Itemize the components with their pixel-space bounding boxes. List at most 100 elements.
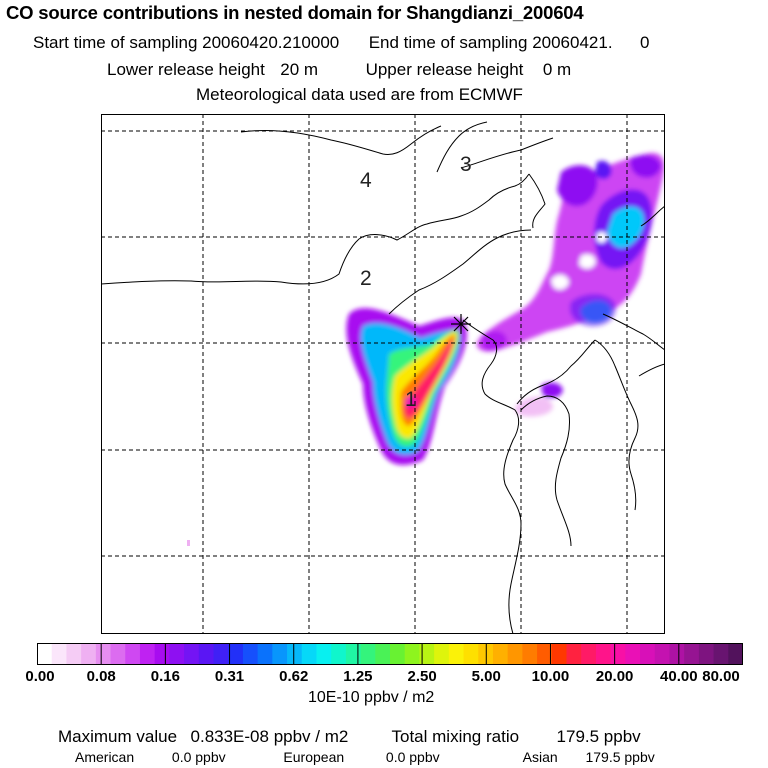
colorbar-tick-label: 1.25 [343, 668, 373, 685]
asian-label: Asian [522, 749, 558, 765]
colorbar-tick-label: 80.00 [702, 668, 740, 685]
colorbar-swatch [125, 643, 141, 665]
colorbar-swatch [610, 643, 626, 665]
upper-release-value: 0 m [542, 60, 572, 79]
total-mixing-value: 179.5 ppbv [556, 727, 641, 746]
summary-line: Maximum value 0.833E-08 ppbv / m2 Total … [58, 727, 641, 747]
colorbar-swatch [331, 643, 347, 665]
max-value-label: Maximum value [58, 727, 178, 746]
region-label-1: 1 [405, 388, 417, 411]
colorbar-swatch [272, 643, 288, 665]
colorbar-swatch [404, 643, 421, 665]
met-data-line: Meteorological data used are from ECMWF [196, 85, 523, 104]
colorbar-swatch [81, 643, 97, 665]
colorbar-swatch [316, 643, 332, 665]
end-time-value: 20060421. [532, 33, 613, 52]
colorbar-swatch [213, 643, 229, 665]
concentration-plume-main [346, 308, 467, 465]
colorbar-swatch [551, 643, 568, 665]
colorbar-tick-label: 2.50 [407, 668, 437, 685]
colorbar-swatch [154, 643, 170, 665]
colorbar-swatch [287, 643, 303, 665]
end-time-value-2: 0 [640, 33, 650, 52]
colorbar-tick-label: 0.00 [25, 668, 55, 685]
colorbar-swatch [566, 643, 582, 665]
map-frame [101, 114, 665, 634]
colorbar-swatch [51, 643, 68, 665]
lower-release-value: 20 m [280, 60, 319, 79]
colorbar-swatch [698, 643, 715, 665]
release-heights: Lower release height 20 m Upper release … [107, 60, 571, 80]
colorbar-tick-label: 0.08 [86, 668, 116, 685]
colorbar-swatch [537, 643, 553, 665]
region-labels: 1 2 3 4 [360, 153, 472, 411]
colorbar-swatch [95, 643, 112, 665]
colorbar-swatch [345, 643, 362, 665]
colorbar-swatch [448, 643, 465, 665]
colorbar-swatch [595, 643, 612, 665]
start-time-value: 20060420.210000 [202, 33, 340, 52]
colorbar-tick-label: 0.31 [214, 668, 245, 685]
coastlines-borders [101, 121, 665, 634]
colorbar-swatch [640, 643, 656, 665]
region-label-3: 3 [460, 153, 472, 176]
colorbar-tick-label: 5.00 [471, 668, 501, 685]
colorbar-swatch [375, 643, 391, 665]
colorbar-swatch [419, 643, 435, 665]
plume-speck [187, 540, 190, 546]
sampling-times: Start time of sampling 20060420.210000 E… [33, 33, 650, 53]
map-panel: 1 2 3 4 [101, 114, 665, 634]
colorbar [37, 643, 743, 665]
colorbar-swatch [522, 643, 538, 665]
european-value: 0.0 ppbv [385, 749, 440, 765]
colorbar-swatch [184, 643, 200, 665]
colorbar-tick-label: 10.00 [531, 668, 570, 685]
colorbar-tick-label: 40.00 [660, 668, 698, 685]
total-mixing-label: Total mixing ratio [391, 727, 520, 746]
european-label: European [283, 749, 345, 765]
colorbar-swatch [669, 643, 685, 665]
colorbar-swatch [581, 643, 597, 665]
colorbar-tick-label: 20.00 [595, 668, 634, 685]
colorbar-frame [37, 643, 743, 665]
colorbar-swatch [257, 643, 273, 665]
colorbar-swatch [139, 643, 156, 665]
colorbar-tick-label: 0.62 [279, 668, 309, 685]
colorbar-swatch [390, 643, 406, 665]
american-value: 0.0 ppbv [171, 749, 226, 765]
colorbar-swatch [684, 643, 700, 665]
upper-release-label: Upper release height [365, 60, 524, 79]
region-label-2: 2 [360, 267, 372, 290]
colorbar-swatch [728, 643, 743, 665]
colorbar-swatch [66, 643, 82, 665]
colorbar-swatch [654, 643, 671, 665]
colorbar-units: 10E-10 ppbv / m2 [308, 689, 435, 706]
colorbar-swatch [625, 643, 641, 665]
lower-release-label: Lower release height [107, 60, 265, 79]
max-value: 0.833E-08 ppbv / m2 [190, 727, 349, 746]
colorbar-swatch [301, 643, 318, 665]
colorbar-swatch [110, 643, 126, 665]
colorbar-swatch [169, 643, 185, 665]
colorbar-swatch [242, 643, 259, 665]
end-time-label: End time of sampling [368, 33, 528, 52]
receptor-marker [451, 314, 471, 334]
american-label: American [75, 749, 135, 765]
colorbar-swatch [198, 643, 215, 665]
colorbar-swatch [713, 643, 729, 665]
colorbar-tick-label: 0.16 [150, 668, 180, 685]
start-time-label: Start time of sampling [33, 33, 198, 52]
colorbar-swatch [434, 643, 450, 665]
concentration-plume-east [476, 152, 665, 417]
plot-title: CO source contributions in nested domain… [6, 2, 584, 23]
asian-value: 179.5 ppbv [585, 749, 655, 765]
colorbar-swatch [37, 643, 53, 665]
colorbar-swatch [360, 643, 376, 665]
colorbar-swatch [228, 643, 244, 665]
lat-lon-grid [101, 114, 665, 634]
regional-breakdown: American 0.0 ppbv European 0.0 ppbv Asia… [75, 749, 655, 765]
colorbar-swatch [463, 643, 479, 665]
region-label-4: 4 [360, 169, 372, 192]
colorbar-swatch [507, 643, 523, 665]
colorbar-swatch [492, 643, 509, 665]
